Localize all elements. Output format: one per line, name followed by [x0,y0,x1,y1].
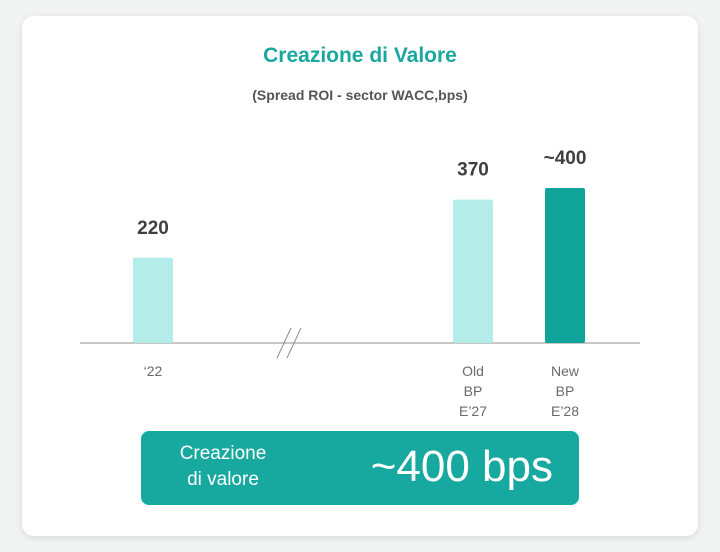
bar [453,199,493,343]
axis-break-mark [276,327,292,359]
x-tick-label: New [551,363,580,379]
bar-chart: 220 ‘22 370 Old BP E’27 ~400 New BP E’28 [80,148,640,419]
axis-break-mark [286,327,302,359]
summary-banner: Creazione di valore ~400 bps [141,431,579,505]
bar [133,257,173,343]
chart-subtitle: (Spread ROI - sector WACC,bps) [252,87,468,103]
x-tick-label: ‘22 [144,363,163,379]
banner-value: ~400 bps [370,442,553,491]
x-tick-label: BP [556,383,575,399]
data-label: 370 [457,160,489,181]
chart-title: Creazione di Valore [263,44,457,67]
data-label: 220 [137,218,169,239]
x-tick-label: BP [464,383,483,399]
x-tick-label: E’27 [459,403,487,419]
data-label: ~400 [544,148,587,169]
x-tick-label: E’28 [551,403,579,419]
x-tick-label: Old [462,363,484,379]
bar [545,188,585,343]
banner-label: Creazione di valore [179,443,267,490]
